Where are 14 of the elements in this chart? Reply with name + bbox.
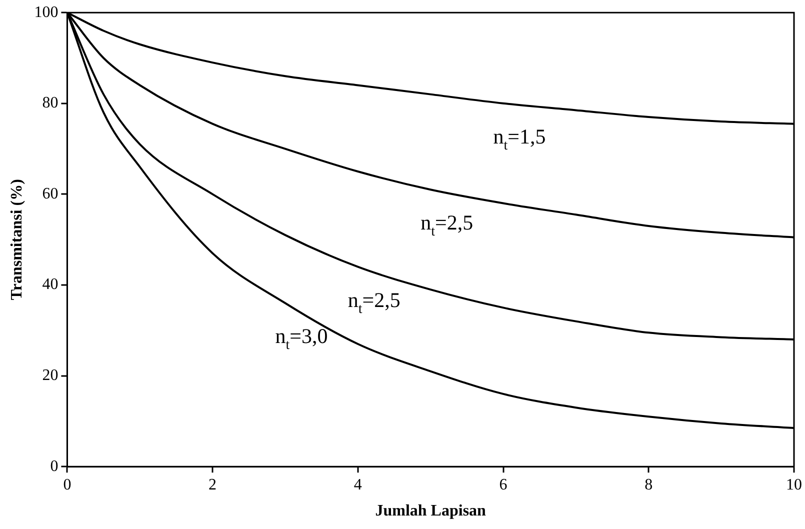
x-tick-label: 2 [208,476,217,494]
y-tick-label: 20 [42,367,58,384]
y-tick-label: 100 [34,4,58,21]
y-tick-label: 0 [50,458,58,475]
x-tick-label: 0 [63,476,72,494]
x-tick-label: 10 [786,476,802,494]
y-axis-title: Transmitansi (%) [8,179,26,300]
x-tick-label: 6 [499,476,508,494]
y-tick-label: 60 [42,185,58,202]
x-tick-label: 4 [354,476,362,494]
y-tick-label: 80 [42,94,58,112]
x-tick-label: 8 [644,476,653,494]
y-tick-label: 40 [42,276,58,294]
x-axis-title: Jumlah Lapisan [375,502,486,520]
